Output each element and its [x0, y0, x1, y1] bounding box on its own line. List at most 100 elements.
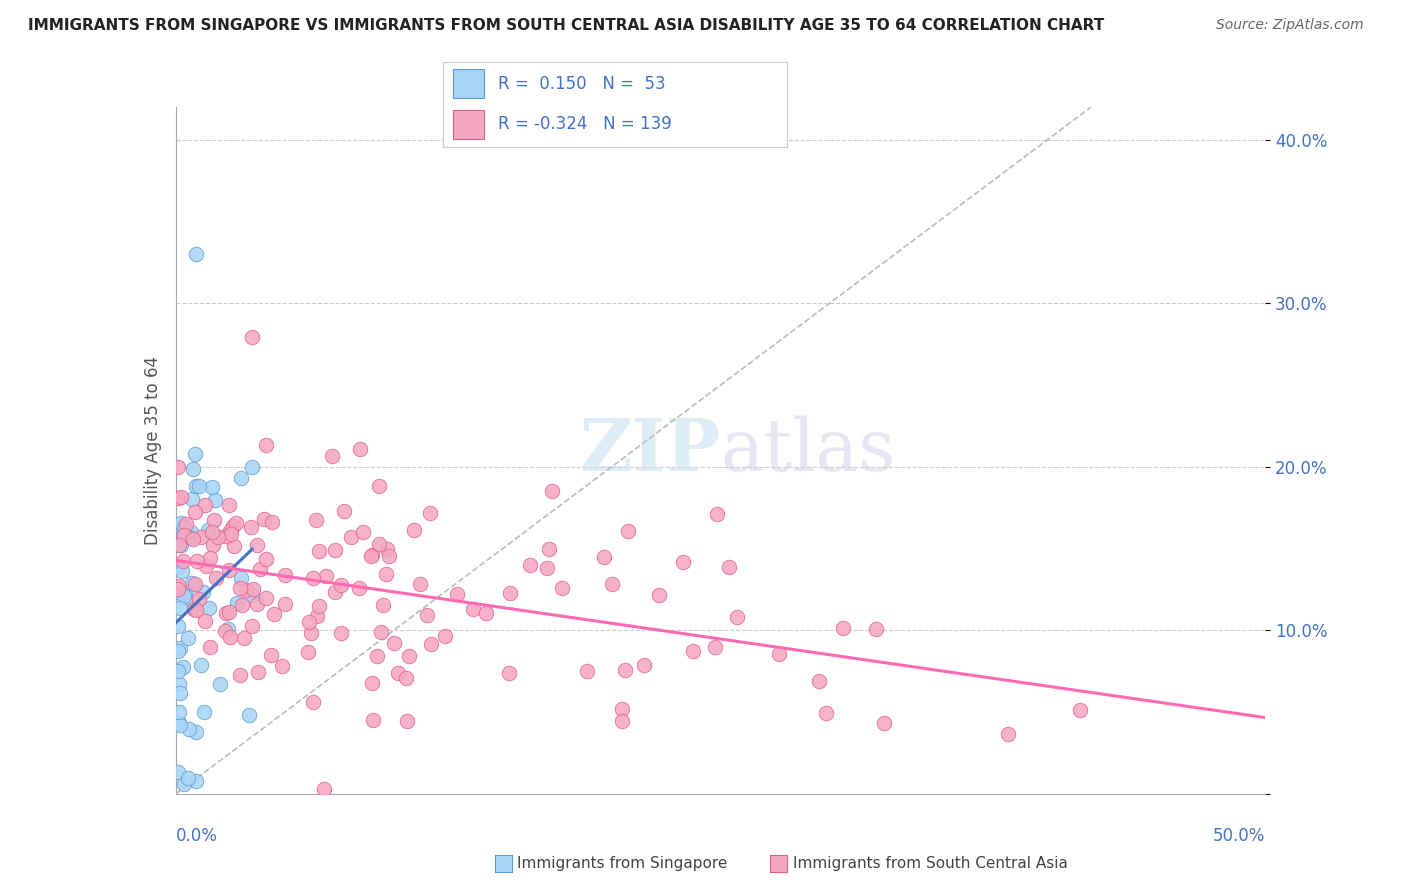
Point	[551, 581, 574, 595]
Point	[229, 581, 252, 595]
Point	[169, 516, 191, 530]
Point	[330, 578, 353, 592]
Text: Immigrants from South Central Asia: Immigrants from South Central Asia	[793, 856, 1069, 871]
Point	[184, 505, 207, 519]
Text: 50.0%: 50.0%	[1213, 827, 1265, 845]
Point	[186, 554, 208, 568]
Point	[167, 715, 190, 730]
Point	[233, 631, 256, 645]
Point	[218, 605, 240, 619]
Point	[205, 571, 228, 585]
Point	[416, 608, 439, 623]
Point	[239, 520, 262, 534]
Point	[201, 480, 224, 494]
Point	[167, 491, 190, 505]
Point	[725, 610, 748, 624]
Point	[167, 459, 190, 474]
Point	[274, 568, 297, 582]
Point	[167, 705, 190, 719]
Point	[184, 603, 207, 617]
Point	[167, 619, 190, 633]
Point	[610, 702, 633, 716]
Point	[254, 591, 277, 605]
Point	[219, 527, 242, 541]
Point	[718, 559, 741, 574]
Text: R = -0.324   N = 139: R = -0.324 N = 139	[498, 115, 672, 133]
Point	[217, 622, 239, 636]
Point	[202, 538, 225, 552]
Point	[361, 676, 384, 690]
Point	[368, 537, 391, 551]
Point	[202, 513, 225, 527]
Point	[183, 602, 205, 616]
Point	[194, 614, 217, 628]
Point	[301, 694, 323, 708]
Point	[540, 484, 562, 499]
Point	[167, 538, 190, 552]
Point	[169, 717, 191, 731]
Point	[246, 665, 269, 679]
Point	[188, 479, 211, 493]
Point	[536, 561, 558, 575]
Point	[498, 665, 520, 680]
Point	[186, 479, 208, 493]
Point	[190, 530, 212, 544]
Point	[263, 607, 285, 622]
Point	[198, 601, 221, 615]
Point	[184, 773, 207, 788]
Point	[172, 660, 194, 674]
Point	[446, 587, 468, 601]
Point	[299, 626, 322, 640]
Point	[218, 563, 240, 577]
Point	[672, 555, 695, 569]
Text: IMMIGRANTS FROM SINGAPORE VS IMMIGRANTS FROM SOUTH CENTRAL ASIA DISABILITY AGE 3: IMMIGRANTS FROM SINGAPORE VS IMMIGRANTS …	[28, 18, 1104, 33]
Point	[169, 686, 191, 700]
Point	[240, 460, 263, 475]
Point	[195, 558, 218, 573]
Point	[172, 554, 194, 568]
Point	[167, 764, 190, 779]
Point	[706, 508, 728, 522]
Point	[231, 470, 253, 484]
Point	[433, 629, 456, 643]
Point	[361, 548, 384, 562]
Point	[475, 606, 498, 620]
Point	[613, 663, 636, 677]
Point	[602, 577, 624, 591]
Point	[201, 524, 224, 539]
Point	[997, 727, 1019, 741]
Point	[219, 524, 242, 538]
Point	[576, 664, 599, 678]
Point	[297, 645, 319, 659]
Point	[274, 597, 297, 611]
Point	[395, 671, 418, 685]
Point	[704, 640, 727, 654]
Point	[682, 643, 704, 657]
Point	[191, 585, 214, 599]
Point	[167, 585, 190, 599]
Point	[188, 591, 211, 606]
Point	[499, 586, 522, 600]
Point	[538, 542, 561, 557]
Point	[169, 491, 191, 505]
Point	[347, 581, 370, 595]
Point	[229, 667, 252, 681]
Point	[215, 606, 238, 620]
Point	[214, 529, 236, 543]
Point	[224, 539, 246, 553]
Point	[174, 591, 197, 605]
Text: 0.0%: 0.0%	[176, 827, 218, 845]
Point	[617, 524, 640, 539]
Point	[308, 544, 330, 558]
Bar	[453, 110, 484, 139]
Text: atlas: atlas	[721, 415, 896, 486]
Point	[370, 625, 392, 640]
Point	[174, 582, 197, 597]
Bar	[453, 70, 484, 98]
Point	[190, 657, 212, 672]
Point	[375, 541, 398, 556]
Point	[181, 532, 204, 546]
Point	[352, 525, 374, 540]
Point	[305, 608, 328, 623]
Text: Source: ZipAtlas.com: Source: ZipAtlas.com	[1216, 18, 1364, 32]
